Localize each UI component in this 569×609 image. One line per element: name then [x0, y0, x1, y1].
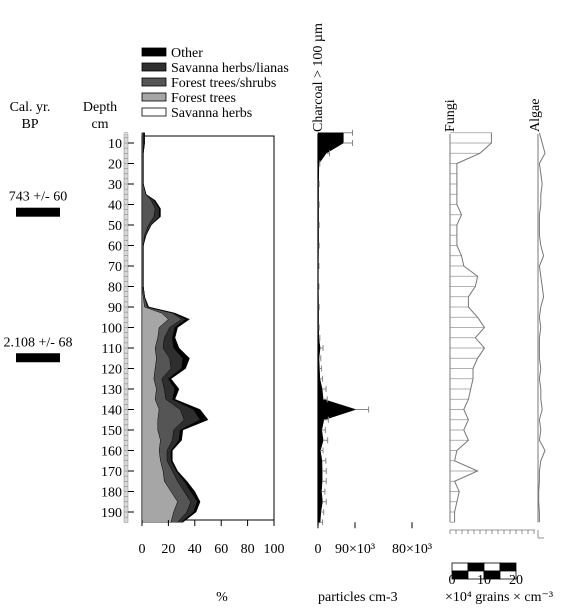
fungi-title: Fungi — [443, 99, 458, 132]
legend-label: Forest trees — [171, 91, 236, 106]
depth-tick-label: 80 — [108, 281, 122, 296]
depth-axis: 10 20 30 40 50 60 70 80 90 100 110 120 130 140 150 160 1… — [101, 132, 134, 523]
grains-tick-label: 10 — [477, 573, 491, 588]
charcoal-area — [317, 132, 357, 523]
depth-tick-label: 140 — [101, 404, 122, 419]
depth-tick-label: 180 — [101, 486, 122, 501]
pollen-x-tick-label: 40 — [188, 542, 202, 557]
scale-segment-top — [467, 562, 485, 572]
charcoal-panel: 0 90×10³ 80×10³ — [315, 129, 432, 557]
algae-title: Algae — [528, 99, 543, 132]
depth-tick-label: 190 — [101, 506, 122, 521]
pollen-x-tick-label: 60 — [214, 542, 228, 557]
charcoal-title: Charcoal > 100 µm — [311, 23, 326, 132]
legend-swatch — [141, 77, 167, 87]
algae-curve — [538, 132, 546, 523]
fungi-panel — [449, 132, 535, 534]
charcoal-x-tick-label: 80×10³ — [392, 542, 432, 557]
depth-tick-label: 60 — [108, 240, 122, 255]
pollen-x-tick-label: 80 — [241, 542, 255, 557]
legend-label: Forest trees/shrubs — [171, 76, 276, 91]
pollen-xlabel: % — [216, 590, 228, 605]
age-dates: 743 +/- 60 2.108 +/- 68 — [4, 190, 73, 363]
grains-scale-bar: 0 10 20 — [449, 562, 523, 588]
age-date-bar — [16, 353, 60, 363]
pollen-x-tick-label: 0 — [139, 542, 146, 557]
grains-tick-label: 20 — [509, 573, 523, 588]
legend-label: Savanna herbs — [171, 106, 252, 121]
pollen-x-tick-label: 100 — [264, 542, 285, 557]
scale-segment-bottom — [499, 570, 517, 580]
depth-tick-label: 10 — [108, 137, 122, 152]
legend-label: Other — [171, 46, 203, 61]
depth-tick-label: 100 — [101, 322, 122, 337]
legend-swatch — [141, 47, 167, 57]
pollen-x-axis: 0 20 40 60 80 100 — [139, 520, 285, 557]
pollen-areas — [141, 132, 209, 523]
age-date-label: 743 +/- 60 — [9, 190, 67, 205]
depth-tick-label: 20 — [108, 158, 122, 173]
age-label-line2: BP — [21, 117, 38, 132]
algae-panel — [537, 132, 546, 539]
depth-tick-label: 110 — [102, 342, 122, 357]
scale-segment-top — [499, 562, 517, 572]
depth-tick-label: 120 — [101, 363, 122, 378]
depth-tick-label: 30 — [108, 178, 122, 193]
charcoal-x-tick-label: 90×10³ — [335, 542, 375, 557]
legend-swatch — [141, 92, 167, 102]
pollen-x-tick-label: 20 — [161, 542, 175, 557]
scale-segment-top — [483, 562, 501, 572]
depth-label-line1: Depth — [83, 100, 117, 115]
pollen-area-other — [143, 132, 209, 523]
depth-tick-label: 70 — [108, 260, 122, 275]
depth-tick-label: 150 — [101, 424, 122, 439]
depth-scale-strip — [123, 133, 129, 523]
depth-tick-label: 160 — [101, 445, 122, 460]
depth-tick-label: 50 — [108, 219, 122, 234]
grains-tick-label: 0 — [449, 573, 456, 588]
scale-segment-top — [451, 562, 469, 572]
age-date-bar — [16, 207, 60, 217]
age-date-label: 2.108 +/- 68 — [4, 335, 73, 350]
charcoal-x-tick-label: 0 — [315, 542, 322, 557]
charcoal-xlabel: particles cm-3 — [318, 590, 398, 605]
legend-swatch — [141, 62, 167, 72]
depth-tick-label: 90 — [108, 301, 122, 316]
grains-xlabel: ×10⁴ grains × cm⁻³ — [445, 590, 553, 605]
fungi-curve — [453, 132, 492, 523]
legend-label: Savanna herbs/lianas — [171, 61, 289, 76]
legend-swatch — [141, 107, 167, 117]
depth-tick-label: 130 — [101, 383, 122, 398]
depth-label-line2: cm — [91, 117, 108, 132]
depth-tick-label: 170 — [101, 465, 122, 480]
depth-tick-label: 40 — [108, 199, 122, 214]
age-label-line1: Cal. yr. — [10, 100, 51, 115]
